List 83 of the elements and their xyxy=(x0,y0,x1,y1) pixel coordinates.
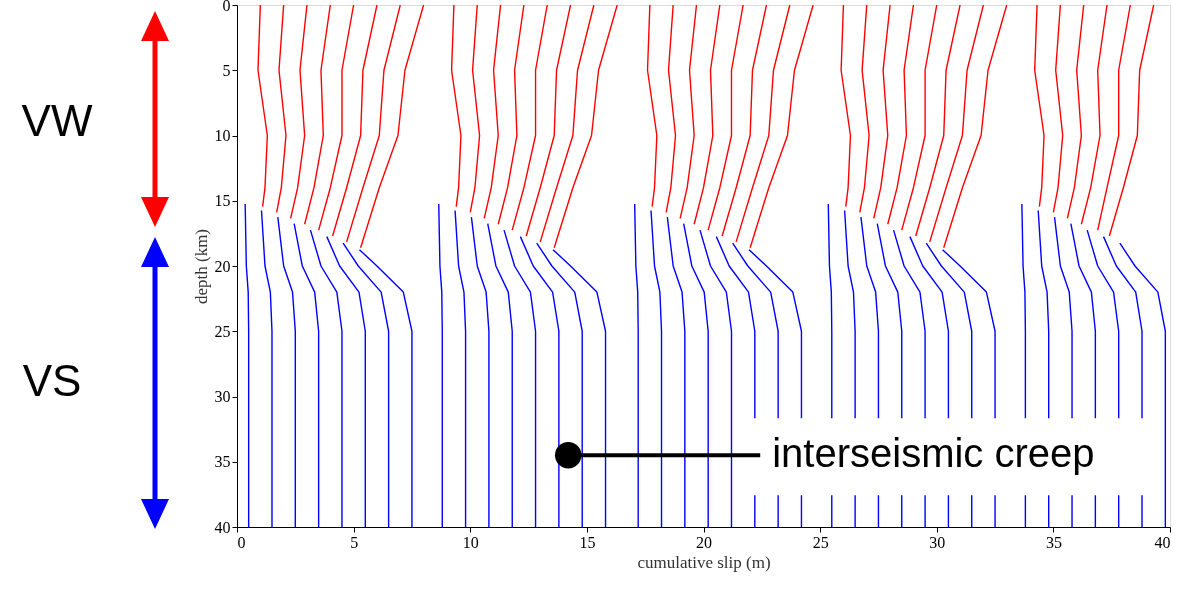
line-series xyxy=(358,248,413,527)
y-axis-title: depth (km) xyxy=(191,228,211,305)
line-series xyxy=(633,203,639,527)
line-series xyxy=(1096,5,1132,231)
line-series xyxy=(345,5,401,243)
line-series xyxy=(244,203,250,527)
line-series xyxy=(887,5,915,225)
y-tick-label: 5 xyxy=(222,61,231,79)
line-series xyxy=(650,209,663,527)
line-series xyxy=(707,5,744,231)
x-tick-label: 0 xyxy=(237,533,246,551)
line-series xyxy=(749,5,814,249)
x-tick-label: 20 xyxy=(696,533,712,551)
line-series xyxy=(666,216,686,527)
x-tick-label: 25 xyxy=(812,533,829,551)
line-series xyxy=(257,5,269,208)
y-tick-label: 15 xyxy=(214,192,231,210)
y-tick-label: 10 xyxy=(214,127,231,144)
line-series xyxy=(943,5,1008,249)
line-series xyxy=(929,5,985,243)
line-series xyxy=(539,5,595,243)
line-series xyxy=(511,5,548,231)
line-series xyxy=(735,5,791,243)
line-series xyxy=(483,5,502,220)
line-series xyxy=(901,5,938,231)
line-series xyxy=(469,5,481,214)
line-series xyxy=(317,5,355,231)
x-tick-label: 40 xyxy=(1154,533,1171,551)
text: VW xyxy=(21,96,93,145)
line-series xyxy=(693,5,721,225)
line-series xyxy=(1108,5,1155,237)
line-series xyxy=(525,5,572,237)
x-tick-label: 30 xyxy=(929,533,946,551)
line-series xyxy=(331,5,378,237)
line-series xyxy=(873,5,891,220)
line-series xyxy=(699,229,733,527)
line-series xyxy=(679,5,698,220)
line-series xyxy=(342,242,390,527)
line-series xyxy=(915,5,961,237)
y-tick-label: 40 xyxy=(214,518,231,536)
line-series xyxy=(665,5,677,214)
y-tick-label: 20 xyxy=(214,257,231,275)
line-series xyxy=(438,203,443,527)
line-series xyxy=(682,222,709,527)
annotation: interseismic creep xyxy=(772,431,1095,476)
line-series xyxy=(840,5,852,208)
y-tick-label: 35 xyxy=(214,453,231,471)
line-series xyxy=(503,229,537,527)
line-series xyxy=(293,222,320,527)
line-series xyxy=(309,229,343,527)
line-series xyxy=(454,209,467,527)
line-series xyxy=(721,5,768,237)
line-series xyxy=(646,5,658,208)
line-series xyxy=(519,235,560,527)
line-series xyxy=(275,5,287,214)
y-tick-label: 25 xyxy=(214,322,231,340)
line-series xyxy=(260,209,273,527)
line-series xyxy=(303,5,331,225)
line-series xyxy=(859,5,870,214)
line-series xyxy=(450,5,462,208)
y-tick-label: 0 xyxy=(222,0,231,14)
text: VS xyxy=(22,356,82,405)
line-series xyxy=(277,216,297,527)
x-tick-label: 35 xyxy=(1045,533,1062,551)
line-series xyxy=(326,235,366,527)
x-tick-label: 5 xyxy=(350,533,359,551)
line-series xyxy=(1034,5,1045,208)
line-series xyxy=(359,5,425,249)
line-series xyxy=(1066,5,1085,220)
line-series xyxy=(497,5,525,225)
line-series xyxy=(1119,242,1167,527)
x-tick-label: 15 xyxy=(579,533,596,551)
line-series xyxy=(553,5,618,249)
y-tick-label: 30 xyxy=(214,388,231,405)
line-series xyxy=(289,5,308,220)
line-series xyxy=(1052,5,1064,214)
line-series xyxy=(536,242,583,527)
line-series xyxy=(1080,5,1108,225)
line-series xyxy=(552,248,607,527)
x-tick-label: 10 xyxy=(462,533,479,551)
line-series xyxy=(470,216,490,527)
x-axis-title: cumulative slip (m) xyxy=(637,552,771,572)
line-series xyxy=(487,222,513,527)
